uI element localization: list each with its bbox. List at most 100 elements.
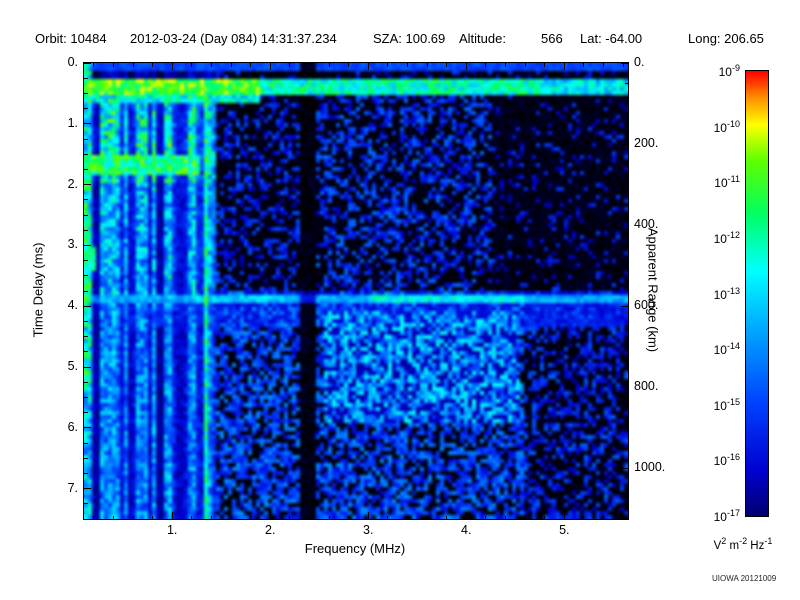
y-axis-title-left: Time Delay (ms) (30, 242, 46, 338)
y-tick-label: 0. (67, 55, 78, 69)
colorbar-tick-label: 10-15 (713, 396, 740, 413)
axis-tick (230, 63, 232, 67)
axis-tick (624, 366, 628, 368)
right-tick-label: 600. (634, 298, 659, 313)
axis-tick (84, 138, 88, 140)
axis-tick (485, 63, 487, 67)
axis-tick (624, 123, 628, 125)
axis-tick (93, 63, 95, 67)
axis-tick (84, 305, 91, 307)
axis-tick (621, 386, 628, 388)
axis-tick (171, 512, 173, 519)
axis-tick (387, 515, 389, 519)
axis-tick (367, 63, 369, 70)
axis-tick (583, 515, 585, 519)
colorbar-tick-label: 10-12 (713, 229, 740, 246)
axis-tick (524, 515, 526, 519)
axis-tick (485, 515, 487, 519)
axis-tick (84, 457, 88, 459)
axis-tick (132, 63, 134, 67)
axis-tick (622, 515, 624, 519)
axis-tick (84, 366, 91, 368)
axis-tick (308, 515, 310, 519)
axis-tick (84, 62, 91, 64)
axis-tick (84, 214, 88, 216)
axis-tick (504, 515, 506, 519)
axis-tick (544, 63, 546, 67)
axis-tick (84, 396, 88, 398)
axis-tick (406, 515, 408, 519)
axis-tick (289, 515, 291, 519)
colorbar (745, 70, 769, 517)
right-tick-label: 1000. (634, 460, 666, 475)
axis-tick (152, 515, 154, 519)
axis-tick (250, 515, 252, 519)
axis-tick (602, 63, 604, 67)
axis-tick (348, 515, 350, 519)
y-tick-label: 4. (67, 298, 78, 313)
axis-tick (563, 512, 565, 519)
axis-tick (426, 63, 428, 67)
axis-tick (171, 63, 173, 70)
colorbar-tick-label: 10-11 (714, 174, 740, 191)
axis-tick (624, 184, 628, 186)
axis-tick (84, 168, 88, 170)
axis-tick (602, 515, 604, 519)
axis-tick (446, 63, 448, 67)
axis-tick (465, 63, 467, 70)
axis-tick (621, 224, 628, 226)
colorbar-units: V2 m-2 Hz-1 (713, 536, 773, 552)
axis-tick (289, 63, 291, 67)
axis-tick (191, 515, 193, 519)
axis-tick (84, 290, 88, 292)
axis-tick (84, 77, 88, 79)
axis-tick (84, 381, 88, 383)
right-tick-label: 200. (634, 136, 659, 151)
colorbar-gradient (746, 71, 768, 516)
axis-tick (348, 63, 350, 67)
header-field: 2012-03-24 (Day 084) 14:31:37.234 (130, 31, 337, 46)
header-field: Altitude: (459, 31, 506, 46)
right-tick-label: 400. (634, 217, 659, 232)
colorbar-tick-label: 10-17 (713, 508, 740, 524)
credit-watermark: UIOWA 20121009 (712, 574, 777, 583)
axis-tick (624, 204, 628, 206)
colorbar-tick-label: 10-14 (713, 341, 740, 358)
x-axis-title: Frequency (MHz) (304, 541, 406, 556)
axis-tick (84, 320, 88, 322)
spectrogram-canvas (84, 63, 628, 519)
axis-tick (308, 63, 310, 67)
axis-tick (269, 63, 271, 70)
axis-tick (112, 63, 114, 67)
axis-tick (93, 515, 95, 519)
axis-tick (426, 515, 428, 519)
axis-tick (624, 285, 628, 287)
axis-tick (132, 515, 134, 519)
axis-tick (84, 260, 88, 262)
axis-tick (387, 63, 389, 67)
header-field: Orbit: 10484 (35, 31, 107, 46)
axis-tick (621, 467, 628, 469)
y-tick-label: 1. (67, 115, 78, 130)
axis-tick (191, 63, 193, 67)
y-axis-title-right: Apparent Range (km) (645, 227, 661, 353)
axis-tick (624, 163, 628, 165)
axis-tick (328, 63, 330, 67)
colorbar-tick-label: 10-13 (713, 285, 740, 302)
axis-tick (84, 153, 88, 155)
x-tick-label: 1. (166, 523, 178, 537)
axis-tick (84, 184, 91, 186)
axis-tick (563, 63, 565, 70)
axis-tick (621, 143, 628, 145)
y-tick-label: 3. (67, 237, 78, 252)
axis-tick (230, 515, 232, 519)
axis-tick (446, 515, 448, 519)
axis-tick (621, 62, 628, 64)
header-field: 566 (541, 31, 563, 46)
colorbar-tick-label: 10-10 (713, 118, 740, 135)
axis-tick (84, 351, 88, 353)
y-tick-label: 7. (67, 480, 78, 495)
x-tick-label: 4. (461, 523, 472, 537)
axis-tick (624, 427, 628, 429)
